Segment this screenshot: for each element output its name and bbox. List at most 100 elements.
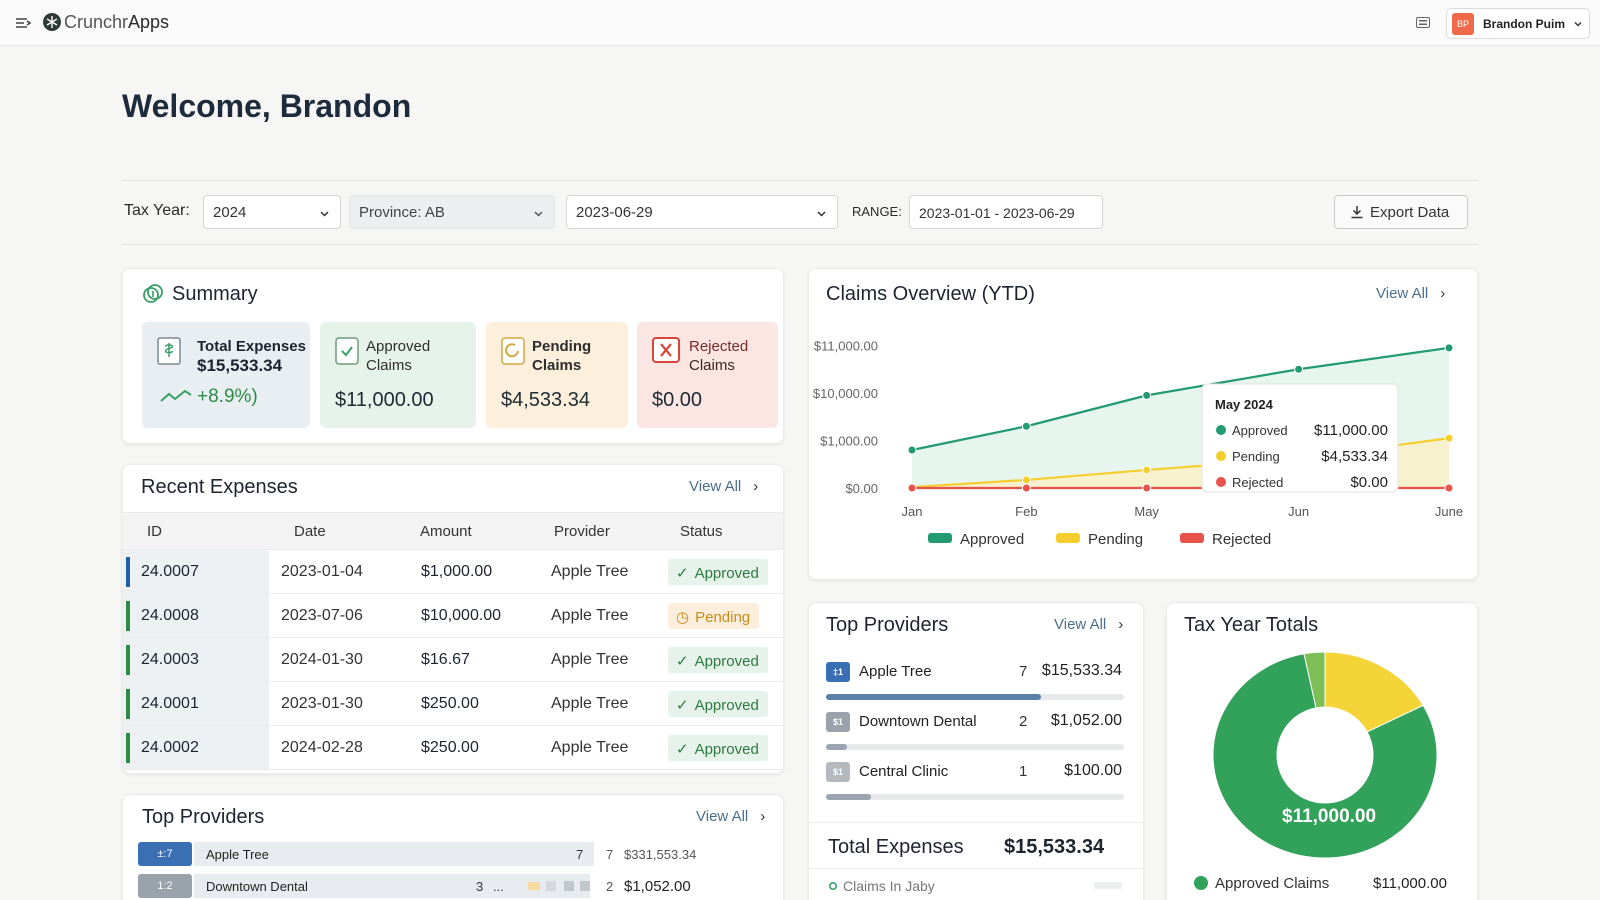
province-select[interactable]: Province: AB (349, 195, 555, 229)
list-item[interactable]: ‡1 Apple Tree 7 $15,533.34 (826, 662, 1124, 704)
provider-count-2: 2 (606, 879, 614, 894)
recent-view-all-link[interactable]: View All › (689, 478, 758, 495)
list-item[interactable]: ±:7 Apple Tree 7 7 $331,553.34 (138, 842, 758, 866)
list-item[interactable]: $1 Downtown Dental 2 $1,052.00 (826, 712, 1124, 754)
provider-name: Central Clinic (859, 763, 949, 780)
data-point (1444, 343, 1454, 353)
table-row[interactable]: 24.0007 2023-01-04 $1,000.00 Apple Tree ✓ App… (123, 550, 783, 594)
divider (122, 244, 1478, 245)
donut-slice-approved[interactable] (1212, 653, 1438, 858)
export-data-button[interactable]: Export Data (1334, 195, 1468, 229)
legend-swatch (928, 533, 952, 543)
stat-approved-claims[interactable]: Approved Claims $11,000.00 (320, 322, 476, 428)
provider-bar-fill (826, 744, 847, 750)
provider-bar-track (826, 794, 1124, 800)
list-item[interactable]: 1:2 Downtown Dental 3 ... 2 $1,052.00 (138, 874, 758, 898)
x-tick-label: Feb (1015, 504, 1037, 519)
cell-amount: $16.67 (421, 651, 470, 668)
col-status[interactable]: Status (680, 523, 723, 540)
recent-expenses-title: Recent Expenses (141, 476, 298, 498)
table-row[interactable]: 24.0008 2023-07-06 $10,000.00 Apple Tree ◷ Pe… (123, 594, 783, 638)
provider-amount: $15,533.34 (1041, 662, 1122, 679)
provider-name: Apple Tree (206, 847, 269, 862)
view-toggle-icons[interactable] (528, 880, 594, 892)
approved-label: Approved (366, 338, 431, 355)
top-bar: CrunchrApps BP Brandon Puim (0, 0, 1600, 46)
provider-name: Apple Tree (859, 663, 932, 680)
y-tick-label: $1,000.00 (820, 434, 878, 449)
range-value: 2023-01-01 - 2023-06-29 (919, 205, 1075, 221)
user-name: Brandon Puim (1483, 17, 1566, 31)
cell-id: 24.0003 (141, 651, 199, 668)
avatar: BP (1452, 13, 1474, 35)
stat-pending-claims[interactable]: Pending Claims $4,533.34 (486, 322, 628, 428)
donut-center-value: $11,000.00 (1282, 806, 1377, 827)
table-row[interactable]: 24.0001 2023-01-30 $250.00 Apple Tree ✓ Appro… (123, 682, 783, 726)
table-row[interactable]: 24.0002 2024-02-28 $250.00 Apple Tree ✓ Appro… (123, 726, 783, 770)
tooltip-dot (1216, 451, 1226, 461)
cell-date: 2023-07-06 (281, 607, 363, 624)
provider-bar-fill (826, 794, 871, 800)
keyboard-icon[interactable] (1416, 17, 1430, 28)
bottom-providers-view-all-link[interactable]: View All › (696, 808, 765, 825)
stat-rejected-claims[interactable]: Rejected Claims $0.00 (637, 322, 778, 428)
approved-value: $11,000.00 (335, 389, 434, 411)
rejected-value: $0.00 (652, 389, 703, 411)
provider-amount: $1,052.00 (624, 878, 691, 895)
range-field[interactable]: 2023-01-01 - 2023-06-29 (909, 195, 1103, 229)
id-cell-bg (123, 594, 269, 637)
claims-view-all-link[interactable]: View All › (1376, 285, 1445, 302)
tax-year-select[interactable]: 2024 (203, 195, 341, 229)
cell-provider: Apple Tree (551, 695, 629, 712)
export-label: Export Data (1370, 204, 1450, 221)
data-point (1444, 483, 1454, 493)
chevron-down-icon (817, 211, 826, 217)
status-badge: ✓ Approved (668, 559, 768, 585)
table-row[interactable]: 24.0003 2024-01-30 $16.67 Apple Tree ✓ Approv… (123, 638, 783, 682)
top-providers-card (808, 602, 1144, 900)
cell-date: 2023-01-04 (281, 563, 363, 580)
divider (808, 822, 1144, 823)
claims-footer-link[interactable]: Claims In Jaby (843, 878, 935, 894)
y-tick-label: $11,000.00 (814, 339, 878, 354)
tax-year-totals-title: Tax Year Totals (1184, 614, 1319, 636)
chevron-down-icon (534, 211, 543, 217)
top-providers-view-all-link[interactable]: View All › (1054, 616, 1123, 633)
chevron-down-icon (1574, 22, 1582, 27)
data-point (1444, 433, 1454, 443)
reject-icon (652, 337, 680, 363)
provider-badge: ±:7 (138, 842, 192, 866)
menu-icon[interactable] (14, 14, 32, 32)
check-icon: ✓ (676, 697, 689, 714)
logo-icon (43, 13, 61, 31)
data-point (907, 445, 917, 455)
pending-label-2: Claims (532, 357, 582, 374)
list-item[interactable]: $1 Central Clinic 1 $100.00 (826, 762, 1124, 804)
date-select[interactable]: 2023-06-29 (566, 195, 838, 229)
col-amount[interactable]: Amount (420, 523, 472, 540)
rejected-label: Rejected (689, 338, 749, 355)
donut-slice-pending[interactable] (1324, 652, 1424, 733)
total-value: $15,533.34 (197, 356, 283, 375)
col-id[interactable]: ID (147, 523, 162, 540)
id-cell-bg (123, 550, 269, 593)
data-point (907, 483, 917, 493)
cell-provider: Apple Tree (551, 651, 629, 668)
provider-badge: $1 (826, 762, 850, 782)
check-icon: ✓ (676, 741, 689, 758)
col-provider[interactable]: Provider (554, 523, 610, 540)
view-all-label: View All (1376, 285, 1429, 302)
tooltip-value: $11,000.00 (1314, 422, 1388, 439)
app-title[interactable]: CrunchrApps (64, 12, 170, 32)
legend-label: Approved (960, 531, 1024, 548)
provider-badge: $1 (826, 712, 850, 732)
tax-year-donut-chart (1212, 652, 1438, 858)
legend-label: Pending (1088, 531, 1143, 548)
y-tick-label: $0.00 (845, 481, 878, 496)
provider-count-2: 7 (606, 847, 614, 862)
stat-total-expenses[interactable]: Total Expenses $15,533.34 +8.9%) (142, 322, 310, 428)
data-point (1142, 465, 1152, 475)
provider-name: Downtown Dental (859, 713, 977, 730)
user-menu[interactable]: BP Brandon Puim (1446, 8, 1590, 39)
col-date[interactable]: Date (294, 523, 326, 540)
